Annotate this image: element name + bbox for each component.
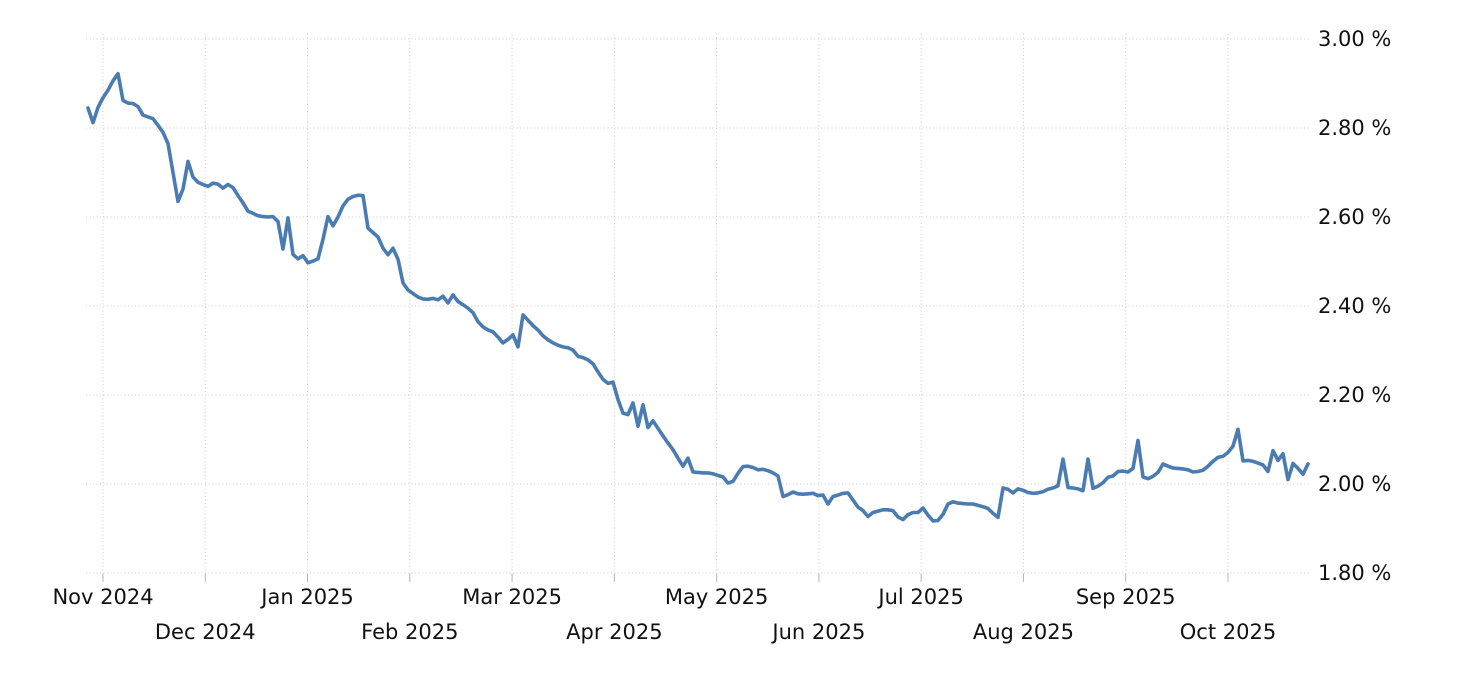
x-tick-label: Apr 2025 bbox=[566, 620, 663, 644]
y-tick-label: 2.60 % bbox=[1318, 205, 1392, 229]
x-tick-label: Dec 2024 bbox=[154, 620, 256, 644]
y-tick-label: 2.20 % bbox=[1318, 383, 1392, 407]
x-tick-label: Jun 2025 bbox=[772, 620, 866, 644]
series-line bbox=[86, 71, 1310, 523]
x-tick-label: Nov 2024 bbox=[52, 585, 154, 609]
y-tick-label: 2.00 % bbox=[1318, 472, 1392, 496]
x-tick-label: Sep 2025 bbox=[1075, 585, 1176, 609]
y-tick-label: 1.80 % bbox=[1318, 561, 1392, 585]
x-tick-label: Aug 2025 bbox=[972, 620, 1074, 644]
x-tick-label: Mar 2025 bbox=[462, 585, 562, 609]
x-tick-label: Feb 2025 bbox=[361, 620, 459, 644]
x-tick-label: Oct 2025 bbox=[1179, 620, 1277, 644]
x-tick-label: Jul 2025 bbox=[878, 585, 964, 609]
y-tick-label: 2.40 % bbox=[1318, 294, 1392, 318]
y-tick-label: 3.00 % bbox=[1318, 27, 1392, 51]
x-tick-label: May 2025 bbox=[664, 585, 769, 609]
y-tick-label: 2.80 % bbox=[1318, 116, 1392, 140]
x-tick-label: Jan 2025 bbox=[261, 585, 354, 609]
